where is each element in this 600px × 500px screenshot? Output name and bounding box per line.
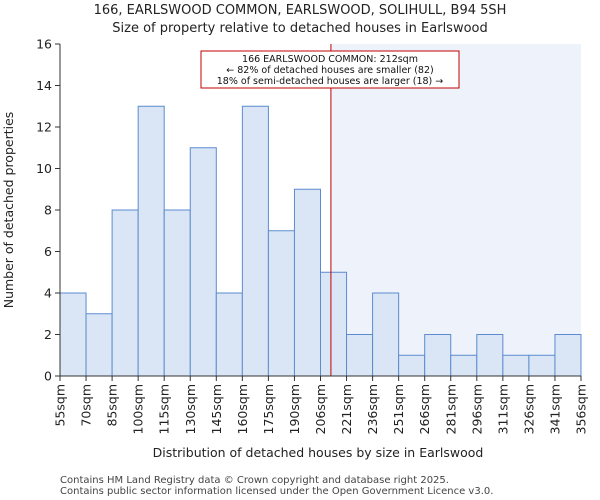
bar-160sqm [241, 105, 269, 377]
footer-line-2: Contains public sector information licen… [60, 486, 493, 497]
bar-236sqm [372, 292, 400, 377]
highlight-region [330, 44, 581, 376]
annotation-box: 166 EARLSWOOD COMMON: 212sqm ← 82% of de… [200, 50, 460, 89]
x-tick-label: 190sqm [287, 384, 302, 434]
bar-70sqm [85, 313, 113, 377]
bar-115sqm [163, 209, 191, 377]
bar-145sqm [215, 292, 243, 377]
bar-206sqm [320, 271, 348, 377]
chart-title: 166, EARLSWOOD COMMON, EARLSWOOD, SOLIHU… [94, 3, 507, 18]
x-tick-label: 296sqm [469, 384, 484, 434]
y-axis-label: Number of detached properties [1, 112, 16, 309]
x-ticks: 55sqm 70sqm 85sqm 100sqm 115sqm 130sqm 145sqm 1… [53, 376, 589, 434]
y-tick-label: 12 [36, 120, 52, 135]
x-tick-label: 251sqm [391, 384, 406, 434]
annotation-line-3: 18% of semi-detached houses are larger (… [217, 76, 444, 87]
x-tick-label: 356sqm [574, 384, 589, 434]
x-tick-label: 70sqm [79, 384, 94, 427]
x-tick-label: 85sqm [105, 384, 120, 427]
bar-55sqm [59, 292, 87, 377]
y-tick-label: 14 [36, 78, 52, 93]
x-tick-label: 55sqm [53, 384, 68, 427]
x-tick-label: 311sqm [495, 384, 510, 434]
x-tick-label: 115sqm [157, 384, 172, 434]
y-tick-label: 10 [36, 161, 52, 176]
y-tick-label: 0 [44, 369, 52, 384]
y-tick-label: 8 [44, 203, 52, 218]
bar-221sqm [346, 334, 374, 377]
y-tick-label: 2 [44, 327, 52, 342]
x-tick-label: 100sqm [131, 384, 146, 434]
bar-266sqm [424, 334, 452, 377]
x-tick-label: 221sqm [339, 384, 354, 434]
annotation-line-1: 166 EARLSWOOD COMMON: 212sqm [242, 54, 418, 65]
chart-subtitle: Size of property relative to detached ho… [112, 21, 488, 36]
y-tick-label: 6 [44, 244, 52, 259]
bars-group [59, 105, 582, 377]
y-ticks: 0 2 4 6 8 10 12 14 16 [36, 37, 60, 384]
x-tick-label: 236sqm [365, 384, 380, 434]
footer-line-1: Contains HM Land Registry data © Crown c… [60, 475, 449, 486]
x-tick-label: 341sqm [547, 384, 562, 434]
y-tick-label: 16 [36, 37, 52, 52]
annotation-line-2: ← 82% of detached houses are smaller (82… [226, 65, 433, 76]
bar-100sqm [137, 105, 165, 377]
bar-296sqm [476, 334, 504, 377]
x-tick-label: 130sqm [183, 384, 198, 434]
bar-326sqm [528, 354, 556, 377]
bar-341sqm [554, 334, 582, 377]
x-tick-label: 160sqm [235, 384, 250, 434]
x-tick-label: 281sqm [443, 384, 458, 434]
bar-85sqm [111, 209, 139, 377]
x-tick-label: 326sqm [521, 384, 536, 434]
y-tick-label: 4 [44, 286, 52, 301]
x-tick-label: 145sqm [209, 384, 224, 434]
x-tick-label: 175sqm [261, 384, 276, 434]
bar-251sqm [398, 354, 426, 377]
annotation-rect [200, 50, 460, 89]
bar-281sqm [450, 354, 478, 377]
x-tick-label: 266sqm [417, 384, 432, 434]
x-axis-label: Distribution of detached houses by size … [153, 445, 484, 460]
bar-130sqm [189, 147, 217, 377]
bar-190sqm [293, 188, 322, 377]
x-tick-label: 206sqm [313, 384, 328, 434]
bar-311sqm [502, 354, 530, 377]
bar-175sqm [267, 230, 295, 377]
